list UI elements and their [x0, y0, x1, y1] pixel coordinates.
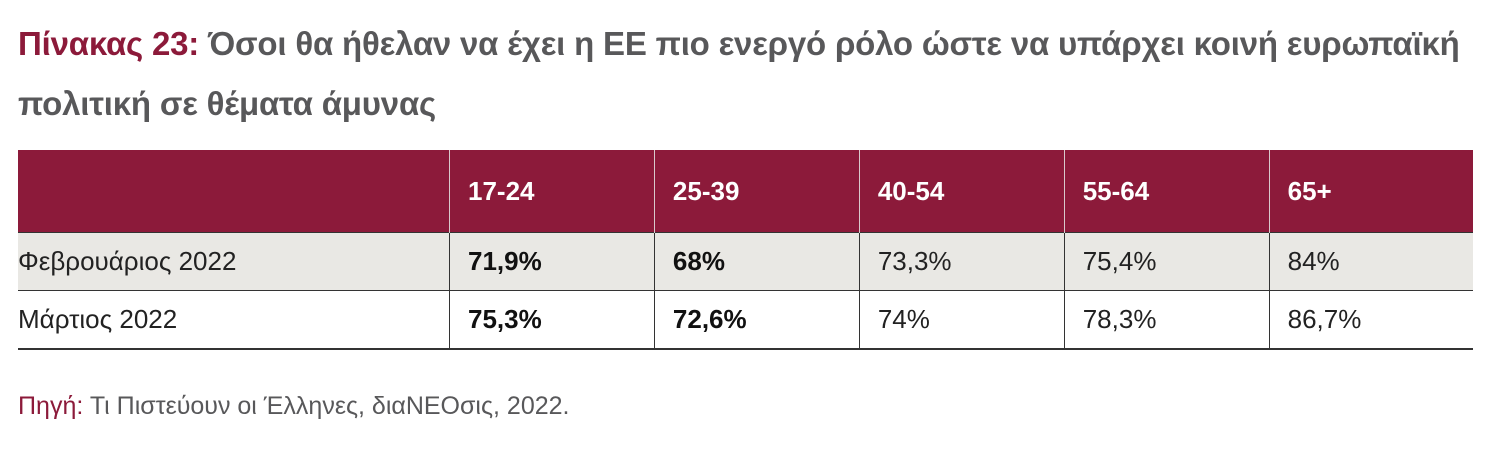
cell: 75,4%	[1063, 232, 1270, 291]
header-cell: 55-64	[1063, 150, 1270, 233]
source-label: Πηγή:	[18, 392, 84, 420]
data-table: 17-24 25-39 40-54 55-64 65+ Φεβρουάριος …	[18, 150, 1473, 350]
table-number: Πίνακας 23:	[18, 25, 200, 62]
cell: 78,3%	[1063, 290, 1270, 350]
cell: 74%	[858, 290, 1065, 350]
header-cell	[18, 150, 450, 233]
table-row: Φεβρουάριος 2022 71,9% 68% 73,3% 75,4% 8…	[18, 232, 1473, 291]
row-label: Φεβρουάριος 2022	[18, 232, 450, 291]
cell: 73,3%	[858, 232, 1065, 291]
title-text: Όσοι θα ήθελαν να έχει η ΕΕ πιο ενεργό ρ…	[18, 25, 1460, 122]
header-cell: 40-54	[858, 150, 1065, 233]
header-cell: 25-39	[653, 150, 860, 233]
cell: 75,3%	[449, 290, 655, 350]
source-note: Πηγή: Τι Πιστεύουν οι Έλληνες, διαΝΕΟσις…	[18, 392, 570, 421]
table-row: Μάρτιος 2022 75,3% 72,6% 74% 78,3% 86,7%	[18, 290, 1473, 350]
cell: 86,7%	[1268, 290, 1473, 350]
cell: 71,9%	[449, 232, 655, 291]
header-cell: 65+	[1268, 150, 1473, 233]
cell: 72,6%	[653, 290, 860, 350]
header-row: 17-24 25-39 40-54 55-64 65+	[18, 150, 1473, 233]
cell: 84%	[1268, 232, 1473, 291]
source-text: Τι Πιστεύουν οι Έλληνες, διαΝΕΟσις, 2022…	[89, 392, 570, 420]
header-cell: 17-24	[449, 150, 655, 233]
page-title: Πίνακας 23: Όσοι θα ήθελαν να έχει η ΕΕ …	[18, 14, 1488, 134]
cell: 68%	[653, 232, 860, 291]
row-label: Μάρτιος 2022	[18, 290, 450, 350]
